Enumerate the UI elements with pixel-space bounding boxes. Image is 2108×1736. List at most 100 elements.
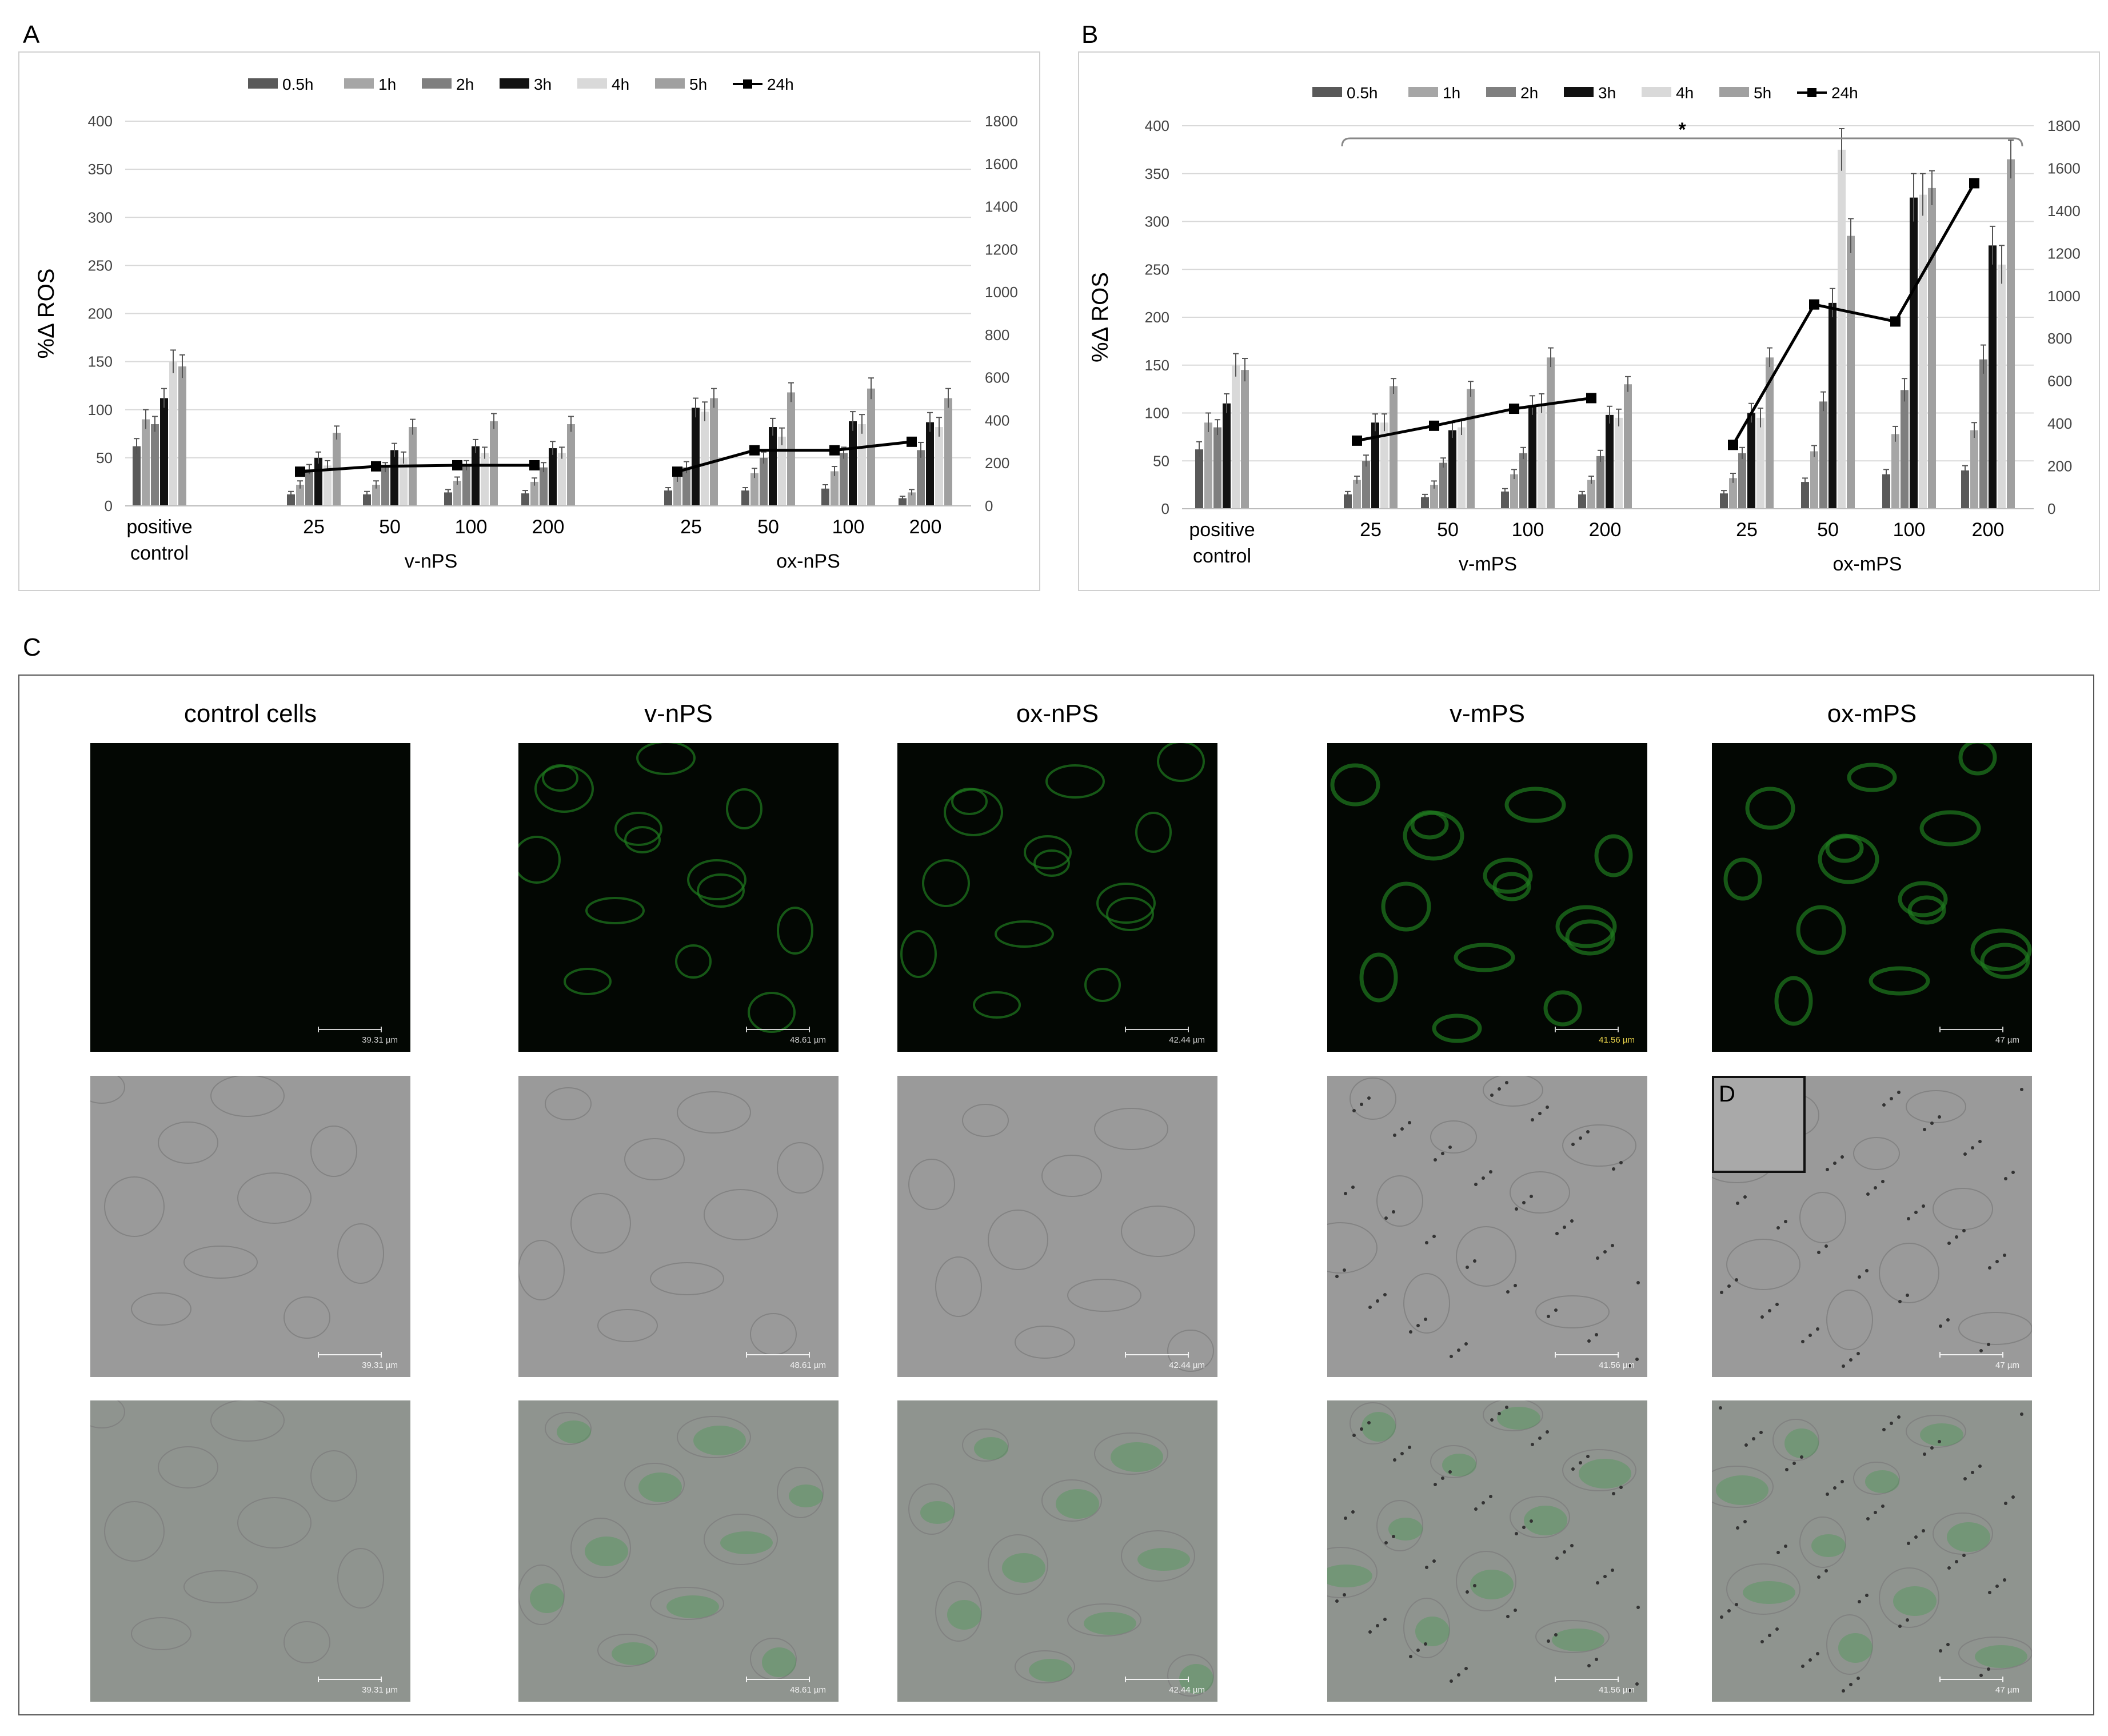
bar	[1587, 480, 1595, 509]
bar	[917, 450, 925, 506]
y2-tick-label: 1400	[2047, 202, 2081, 220]
bar	[453, 481, 461, 506]
bar	[1819, 401, 1827, 509]
bar	[372, 484, 380, 506]
series-line-24h	[300, 464, 534, 473]
brightfield-image: 48.61 µm	[518, 1076, 839, 1377]
bar	[1810, 451, 1818, 509]
bar	[769, 427, 777, 506]
bar	[926, 422, 934, 506]
bar	[490, 421, 498, 506]
x-tick-label: 200	[1589, 519, 1622, 541]
bar	[1766, 357, 1774, 509]
scale-bar	[746, 1027, 810, 1032]
y2-tick-label: 400	[985, 412, 1009, 429]
y2-tick-label: 0	[985, 497, 993, 514]
line-marker-24h	[529, 460, 540, 470]
bar	[1528, 405, 1536, 509]
group-label: control	[1193, 545, 1251, 567]
bar	[899, 498, 907, 506]
legend-label: 5h	[689, 75, 707, 93]
bar	[1970, 430, 1978, 509]
bar	[381, 467, 389, 506]
legend-label: 0.5h	[282, 75, 314, 93]
y2-tick-label: 0	[2047, 500, 2055, 517]
brightfield-image: 47 µm D	[1712, 1076, 2032, 1377]
bar	[1458, 427, 1466, 509]
legend-label: 4h	[1676, 84, 1694, 102]
scale-bar	[318, 1352, 382, 1358]
bar	[1910, 197, 1918, 509]
x-tick-label: 25	[1736, 519, 1758, 541]
group-label: positive	[1189, 519, 1255, 541]
y-tick-label: 300	[88, 209, 113, 226]
bar	[1998, 264, 2006, 509]
brightfield-image: 41.56 µm	[1327, 1076, 1647, 1377]
chart-a-svg: 0 50 100 150 200 250 300 350 400 0 200 400 600 800 100…	[34, 75, 1018, 572]
legend-label: 2h	[1520, 84, 1538, 102]
y-tick-label: 250	[1145, 261, 1169, 278]
bar	[664, 490, 672, 506]
y-tick-label: 100	[1145, 405, 1169, 422]
merged-image: 48.61 µm	[518, 1400, 839, 1702]
micrograph-texture	[518, 1087, 824, 1355]
significance-bracket	[1341, 137, 2023, 147]
bar	[314, 457, 322, 506]
bar	[1390, 386, 1398, 509]
panel-label-b: B	[1081, 21, 1099, 49]
scale-bar	[1555, 1352, 1619, 1358]
chart-a: 0 50 100 150 200 250 300 350 400 0 200 400 600 800 100…	[18, 51, 1040, 591]
bar	[944, 398, 952, 506]
micrograph-texture	[518, 1412, 824, 1680]
bar	[1362, 461, 1370, 509]
y-tick-label: 250	[88, 257, 113, 274]
x-tick-label: 100	[1893, 519, 1926, 541]
scale-bar-label: 41.56 µm	[1599, 1360, 1635, 1370]
x-tick-label: 100	[832, 516, 865, 538]
legend-label: 24h	[1831, 84, 1858, 102]
y2-tick-label: 1600	[985, 155, 1018, 173]
scale-bar	[1939, 1027, 2003, 1032]
bar	[1891, 434, 1899, 509]
micrograph-texture	[908, 1428, 1214, 1697]
y-tick-label: 300	[1145, 213, 1169, 230]
bar	[151, 424, 159, 506]
legend-swatch	[1408, 87, 1438, 97]
bar	[1439, 462, 1447, 509]
micrograph-texture	[1723, 743, 2032, 1026]
bar	[1756, 417, 1764, 509]
panel-label-a: A	[23, 21, 40, 49]
scale-bar	[1125, 1352, 1189, 1358]
bar	[1371, 422, 1379, 509]
merged-image: 42.44 µm	[897, 1400, 1217, 1702]
scale-bar	[1555, 1677, 1619, 1682]
bar	[549, 448, 557, 506]
bar	[1901, 390, 1909, 509]
bar	[1747, 413, 1755, 509]
y2-tick-label: 1200	[985, 241, 1018, 258]
bar	[701, 412, 709, 506]
legend-swatch	[344, 78, 374, 89]
bar	[760, 457, 768, 506]
bar	[741, 490, 749, 506]
y2-tick-label: 600	[2047, 373, 2072, 390]
x-tick-label: 200	[1972, 519, 2005, 541]
legend-label: 4h	[612, 75, 629, 93]
y2-tick-label: 800	[985, 326, 1009, 344]
scale-bar	[1939, 1352, 2003, 1358]
merged-image: 41.56 µm	[1327, 1400, 1647, 1702]
series-line-24h	[1731, 182, 1976, 446]
bar	[1204, 422, 1212, 509]
micrograph-texture	[908, 1104, 1214, 1372]
bar	[481, 453, 489, 506]
bar	[831, 471, 839, 506]
bar	[750, 473, 758, 506]
line-marker-24h	[1890, 316, 1901, 327]
scale-bar-label: 42.44 µm	[1169, 1360, 1205, 1370]
bar	[1738, 453, 1746, 509]
bar	[1919, 194, 1927, 509]
legend-swatch	[577, 78, 607, 89]
scale-bar	[1939, 1677, 2003, 1682]
y2-tick-label: 1200	[2047, 245, 2081, 262]
bar	[133, 446, 141, 506]
